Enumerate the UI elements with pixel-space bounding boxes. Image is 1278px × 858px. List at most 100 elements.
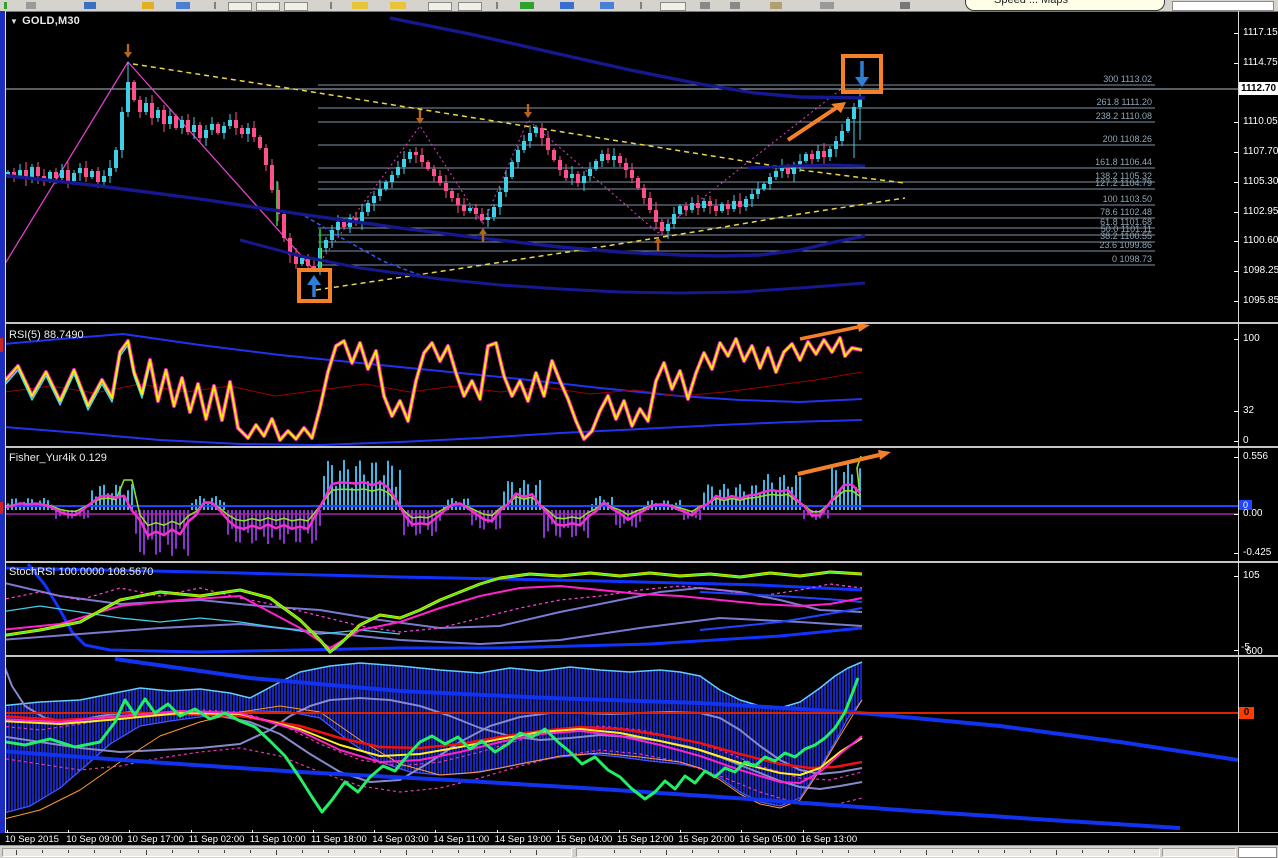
toolbar-icon[interactable]	[660, 2, 686, 11]
scrollbar-track[interactable]	[2, 848, 572, 857]
fisher-label: Fisher_Yur4ik 0.129	[9, 452, 107, 464]
ruler-tick	[94, 850, 95, 853]
toolbar-icon[interactable]	[84, 2, 96, 9]
ruler-tick	[42, 850, 43, 853]
bottom-current-box: 0	[1239, 707, 1254, 719]
pane-separator[interactable]	[0, 655, 1278, 657]
toolbar-icon[interactable]	[560, 2, 574, 9]
time-axis-label: 11 Sep 02:00	[188, 834, 245, 845]
toolbar-icon[interactable]	[700, 2, 710, 9]
scrollbar-track[interactable]	[1162, 848, 1236, 857]
fisher-pane-canvas[interactable]	[0, 448, 1238, 561]
ruler-tick	[692, 850, 693, 853]
axis-tick	[1234, 576, 1238, 577]
axis-tick	[1234, 650, 1238, 651]
toolbar-input[interactable]	[1172, 1, 1274, 11]
fib-level-label: 38.2 1100.55	[1100, 231, 1152, 241]
toolbar-icon[interactable]	[214, 2, 216, 9]
ruler-tick	[1108, 850, 1109, 853]
dropdown-icon[interactable]: ▼	[10, 17, 19, 26]
ruler-tick	[1056, 850, 1057, 855]
toolbar-icon[interactable]	[176, 2, 190, 9]
toolbar-icon[interactable]	[142, 2, 154, 9]
toolbar-icon[interactable]	[390, 2, 406, 9]
time-axis-tick	[557, 830, 559, 833]
ruler-tick	[198, 850, 199, 853]
fib-level-label: 100 1103.50	[1102, 194, 1152, 204]
toolbar-icon[interactable]	[458, 2, 482, 11]
ruler-tick	[848, 850, 849, 853]
time-axis-tick	[435, 830, 437, 833]
ruler-tick	[406, 850, 407, 855]
indicator-axis-label: 600	[1246, 646, 1263, 657]
time-axis-tick	[313, 830, 314, 833]
price-axis-label: 100	[1243, 333, 1260, 344]
toolbar[interactable]	[0, 0, 1278, 12]
chart-symbol-period: GOLD,M30	[22, 15, 80, 27]
left-border-mark	[0, 502, 3, 514]
toolbar-icon[interactable]	[600, 2, 614, 9]
bottom-pane-canvas[interactable]	[0, 657, 1238, 833]
time-axis-tick	[680, 830, 682, 833]
toolbar-icon[interactable]	[228, 2, 252, 11]
fib-level-label: 127.2 1104.79	[1095, 178, 1152, 188]
time-axis[interactable]: 10 Sep 2015 10 Sep 09:00 10 Sep 17:00 11 Se…	[0, 830, 1278, 845]
window-left-border-line	[5, 11, 6, 845]
axis-tick	[1234, 514, 1238, 515]
fib-level-label: 50.0 1101.11	[1100, 224, 1152, 234]
scrollbar-end-box[interactable]	[1238, 847, 1277, 858]
pane-separator[interactable]	[0, 832, 1278, 833]
ruler-tick	[458, 850, 459, 853]
pane-separator[interactable]	[0, 322, 1278, 324]
ruler-tick	[224, 850, 225, 853]
scrollbar-track[interactable]	[576, 848, 1160, 857]
ruler-tick	[276, 850, 277, 855]
toolbar-icon[interactable]	[640, 2, 642, 9]
time-axis-tick	[7, 830, 8, 833]
stochrsi-pane-canvas[interactable]	[0, 563, 1238, 655]
main-chart-canvas[interactable]	[0, 11, 1238, 322]
time-axis-label: 14 Sep 11:00	[433, 834, 490, 845]
pane-separator[interactable]	[0, 561, 1278, 563]
bottom-scrollbar[interactable]	[0, 845, 1278, 858]
time-axis-tick	[129, 830, 131, 833]
rsi-pane-canvas[interactable]	[0, 324, 1238, 446]
current-price-box: 1112.70	[1239, 82, 1278, 95]
ruler-tick	[874, 850, 875, 853]
pane-separator[interactable]	[0, 446, 1278, 448]
toolbar-icon[interactable]	[352, 2, 368, 9]
toolbar-icon[interactable]	[900, 2, 910, 9]
toolbar-icon[interactable]	[284, 2, 308, 11]
toolbar-icon[interactable]	[4, 2, 7, 9]
time-axis-label: 10 Sep 09:00	[66, 834, 123, 845]
ruler-tick	[68, 850, 69, 853]
toolbar-icon[interactable]	[428, 2, 452, 11]
time-axis-label: 15 Sep 20:00	[678, 834, 735, 845]
ruler-tick	[484, 850, 485, 853]
ruler-tick	[1082, 850, 1083, 853]
axis-separator-line	[1238, 11, 1239, 845]
toolbar-icon[interactable]	[26, 2, 36, 9]
ruler-tick	[16, 850, 17, 855]
axis-tick	[1234, 411, 1238, 412]
toolbar-icon[interactable]	[770, 2, 782, 9]
fib-level-label: 261.8 1111.20	[1096, 97, 1152, 107]
rsi-label: RSI(5) 88.7490	[9, 329, 84, 341]
ruler-tick	[510, 850, 511, 853]
price-axis-label: 1105.30	[1243, 176, 1278, 187]
time-axis-label: 14 Sep 19:00	[494, 834, 552, 845]
ruler-tick	[770, 850, 771, 853]
toolbar-icon[interactable]	[330, 2, 332, 9]
axis-tick	[1234, 271, 1238, 272]
toolbar-icon[interactable]	[256, 2, 280, 11]
toolbar-icon[interactable]	[820, 2, 834, 9]
ruler-tick	[666, 850, 667, 855]
toolbar-icon[interactable]	[520, 2, 534, 9]
axis-tick	[1234, 212, 1238, 213]
fib-level-label: 61.8 1101.68	[1100, 217, 1152, 227]
ruler-tick	[900, 850, 901, 853]
toolbar-icon[interactable]	[730, 2, 740, 9]
toolbar-right-field[interactable]	[1167, 0, 1278, 11]
toolbar-icon[interactable]	[496, 2, 498, 9]
